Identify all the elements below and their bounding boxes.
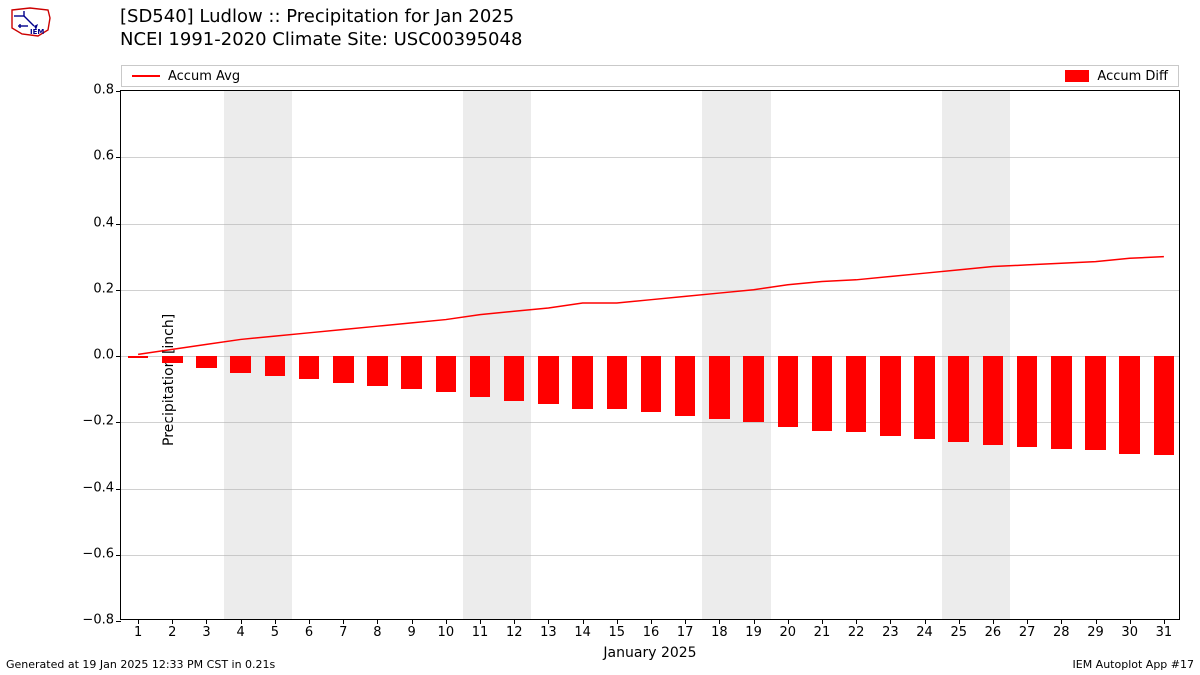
xtick-label: 13 [540, 625, 557, 640]
x-axis-label: January 2025 [603, 645, 696, 661]
xtick-label: 17 [677, 625, 694, 640]
xtick-mark [1130, 619, 1131, 624]
xtick-label: 25 [950, 625, 967, 640]
xtick-label: 14 [574, 625, 591, 640]
xtick-mark [275, 619, 276, 624]
xtick-label: 1 [134, 625, 142, 640]
xtick-label: 6 [305, 625, 313, 640]
plot-area: Accum Avg Accum Diff Precipitation [inch… [120, 90, 1180, 620]
xtick-mark [583, 619, 584, 624]
footer-app: IEM Autoplot App #17 [1073, 658, 1195, 671]
xtick-label: 11 [472, 625, 489, 640]
xtick-mark [685, 619, 686, 624]
legend-line-swatch [132, 75, 160, 77]
xtick-label: 28 [1053, 625, 1070, 640]
iem-logo: IEM [8, 4, 52, 38]
xtick-label: 27 [1019, 625, 1036, 640]
xtick-label: 4 [237, 625, 245, 640]
accum-avg-line [121, 91, 1179, 619]
svg-text:IEM: IEM [30, 28, 44, 36]
footer-generated: Generated at 19 Jan 2025 12:33 PM CST in… [6, 658, 275, 671]
xtick-label: 3 [202, 625, 210, 640]
xtick-mark [514, 619, 515, 624]
ytick-label: 0.8 [54, 83, 114, 98]
xtick-mark [138, 619, 139, 624]
xtick-label: 22 [848, 625, 865, 640]
xtick-mark [1027, 619, 1028, 624]
ytick-label: −0.2 [54, 414, 114, 429]
xtick-label: 23 [882, 625, 899, 640]
legend-bar-swatch [1065, 70, 1089, 82]
title-line-2: NCEI 1991-2020 Climate Site: USC00395048 [120, 29, 522, 52]
xtick-mark [548, 619, 549, 624]
xtick-mark [1096, 619, 1097, 624]
xtick-label: 5 [271, 625, 279, 640]
xtick-mark [651, 619, 652, 624]
xtick-mark [241, 619, 242, 624]
xtick-label: 19 [745, 625, 762, 640]
legend-line-label: Accum Avg [168, 69, 240, 84]
xtick-label: 31 [1156, 625, 1173, 640]
xtick-mark [788, 619, 789, 624]
xtick-mark [890, 619, 891, 624]
xtick-mark [343, 619, 344, 624]
ytick-mark [116, 621, 121, 622]
ytick-label: −0.8 [54, 613, 114, 628]
xtick-label: 8 [373, 625, 381, 640]
xtick-label: 20 [779, 625, 796, 640]
xtick-label: 15 [609, 625, 626, 640]
xtick-mark [412, 619, 413, 624]
xtick-mark [959, 619, 960, 624]
xtick-label: 7 [339, 625, 347, 640]
xtick-label: 26 [985, 625, 1002, 640]
xtick-mark [856, 619, 857, 624]
ytick-label: 0.6 [54, 149, 114, 164]
xtick-mark [172, 619, 173, 624]
ytick-label: 0.4 [54, 215, 114, 230]
xtick-mark [480, 619, 481, 624]
xtick-mark [377, 619, 378, 624]
ytick-label: −0.4 [54, 480, 114, 495]
xtick-mark [754, 619, 755, 624]
legend-bar-label: Accum Diff [1097, 69, 1168, 84]
xtick-mark [206, 619, 207, 624]
ytick-label: 0.0 [54, 348, 114, 363]
xtick-mark [719, 619, 720, 624]
xtick-mark [309, 619, 310, 624]
xtick-label: 18 [711, 625, 728, 640]
xtick-label: 30 [1121, 625, 1138, 640]
title-line-1: [SD540] Ludlow :: Precipitation for Jan … [120, 6, 522, 29]
legend-item-line: Accum Avg [132, 69, 240, 84]
xtick-label: 21 [814, 625, 831, 640]
xtick-label: 10 [438, 625, 455, 640]
xtick-label: 24 [916, 625, 933, 640]
xtick-mark [1164, 619, 1165, 624]
xtick-label: 12 [506, 625, 523, 640]
legend-item-bar: Accum Diff [1065, 69, 1168, 84]
ytick-label: −0.6 [54, 546, 114, 561]
chart-title: [SD540] Ludlow :: Precipitation for Jan … [120, 6, 522, 51]
xtick-mark [446, 619, 447, 624]
xtick-mark [993, 619, 994, 624]
legend: Accum Avg Accum Diff [121, 65, 1179, 87]
xtick-label: 9 [408, 625, 416, 640]
xtick-mark [925, 619, 926, 624]
xtick-label: 16 [643, 625, 660, 640]
ytick-label: 0.2 [54, 281, 114, 296]
xtick-mark [1061, 619, 1062, 624]
xtick-mark [822, 619, 823, 624]
xtick-label: 2 [168, 625, 176, 640]
xtick-mark [617, 619, 618, 624]
xtick-label: 29 [1087, 625, 1104, 640]
